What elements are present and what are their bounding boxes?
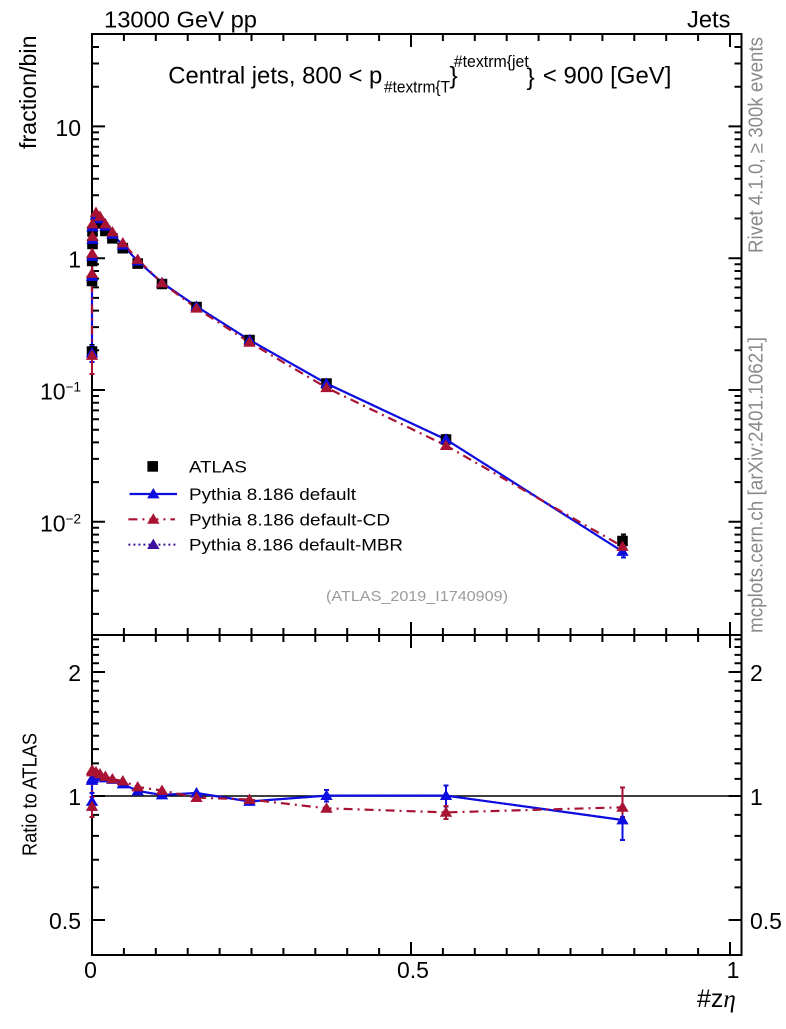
svg-text:Pythia 8.186 default-CD: Pythia 8.186 default-CD: [189, 510, 390, 529]
svg-text:13000 GeV pp: 13000 GeV pp: [104, 7, 257, 33]
svg-text:Pythia 8.186 default: Pythia 8.186 default: [189, 485, 356, 504]
svg-text:0: 0: [84, 957, 97, 983]
svg-text:0.5: 0.5: [49, 908, 81, 934]
svg-text:0.5: 0.5: [750, 908, 782, 934]
svg-text:1: 1: [68, 784, 81, 810]
svg-text:(ATLAS_2019_I1740909): (ATLAS_2019_I1740909): [326, 588, 508, 605]
svg-text:2: 2: [68, 660, 81, 686]
svg-text:10: 10: [55, 115, 81, 141]
svg-text:Rivet 4.1.0, ≥ 300k events: Rivet 4.1.0, ≥ 300k events: [746, 37, 768, 253]
svg-text:Ratio to ATLAS: Ratio to ATLAS: [20, 733, 42, 856]
svg-text:Jets: Jets: [687, 7, 731, 34]
svg-text:}: }: [450, 63, 458, 90]
svg-text:}: }: [527, 64, 535, 91]
svg-text:0.5: 0.5: [397, 957, 429, 983]
svg-text:1: 1: [68, 247, 81, 273]
svg-text:2: 2: [750, 660, 763, 686]
svg-text:#textrm{T: #textrm{T: [384, 77, 450, 96]
svg-text:1: 1: [750, 784, 763, 810]
svg-text:Central jets, 800 < p: Central jets, 800 < p: [168, 63, 382, 90]
svg-text:#zη: #zη: [697, 985, 736, 1013]
svg-text:ATLAS: ATLAS: [189, 457, 247, 476]
svg-text:< 900 [GeV]: < 900 [GeV]: [543, 63, 672, 90]
svg-text:mcplots.cern.ch [arXiv:2401.10: mcplots.cern.ch [arXiv:2401.10621]: [746, 337, 768, 633]
svg-text:fraction/bin: fraction/bin: [15, 36, 41, 150]
svg-text:Pythia 8.186 default-MBR: Pythia 8.186 default-MBR: [189, 536, 403, 555]
svg-text:#textrm{jet: #textrm{jet: [454, 52, 529, 71]
svg-text:1: 1: [727, 957, 740, 983]
